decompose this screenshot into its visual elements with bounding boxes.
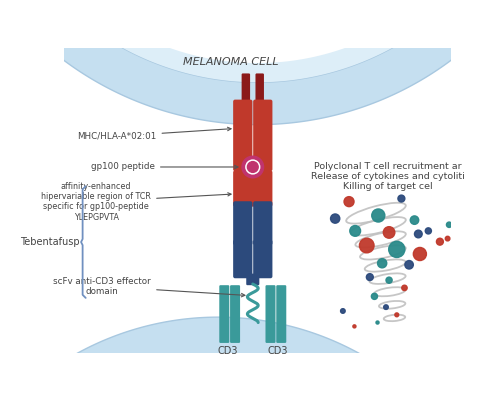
- Circle shape: [384, 305, 388, 309]
- FancyBboxPatch shape: [253, 201, 273, 245]
- Circle shape: [389, 241, 405, 258]
- Circle shape: [437, 238, 443, 245]
- FancyBboxPatch shape: [253, 240, 273, 278]
- Circle shape: [246, 160, 260, 174]
- Circle shape: [372, 209, 385, 222]
- Circle shape: [344, 197, 354, 207]
- FancyBboxPatch shape: [266, 285, 276, 343]
- FancyBboxPatch shape: [233, 201, 253, 245]
- FancyBboxPatch shape: [276, 285, 286, 343]
- Circle shape: [360, 238, 374, 253]
- Text: gp100 peptide: gp100 peptide: [91, 162, 238, 172]
- Circle shape: [247, 162, 258, 172]
- Text: Tebentafusp: Tebentafusp: [20, 237, 79, 247]
- Circle shape: [330, 214, 340, 223]
- FancyBboxPatch shape: [241, 73, 250, 108]
- FancyBboxPatch shape: [233, 240, 253, 278]
- FancyBboxPatch shape: [246, 274, 260, 285]
- Circle shape: [395, 313, 399, 317]
- Circle shape: [414, 230, 422, 238]
- Text: scFv anti-CD3 effector
domain: scFv anti-CD3 effector domain: [53, 277, 245, 297]
- Circle shape: [242, 156, 264, 178]
- FancyBboxPatch shape: [230, 285, 240, 343]
- Text: CD3: CD3: [267, 347, 288, 357]
- Circle shape: [402, 285, 407, 291]
- Text: MELANOMA CELL: MELANOMA CELL: [184, 57, 279, 67]
- Circle shape: [350, 225, 361, 236]
- Circle shape: [447, 222, 452, 227]
- Circle shape: [405, 260, 413, 269]
- Polygon shape: [0, 317, 465, 397]
- FancyBboxPatch shape: [256, 73, 264, 108]
- Text: Polyclonal T cell recruitment ar
Release of cytokines and cytoliti
Killing of ta: Polyclonal T cell recruitment ar Release…: [310, 162, 464, 191]
- Text: CD3: CD3: [218, 347, 238, 357]
- Circle shape: [383, 227, 395, 238]
- Circle shape: [445, 236, 450, 241]
- FancyBboxPatch shape: [233, 170, 273, 207]
- Circle shape: [413, 247, 427, 260]
- Polygon shape: [20, 0, 495, 82]
- Circle shape: [341, 309, 345, 313]
- FancyBboxPatch shape: [219, 285, 229, 343]
- Text: MHC/HLA-A*02:01: MHC/HLA-A*02:01: [77, 127, 231, 141]
- Circle shape: [353, 325, 356, 328]
- Circle shape: [410, 216, 418, 224]
- Text: affinity-enhanced
hipervariable region of TCR
specific for gp100-peptide
YLEPGPV: affinity-enhanced hipervariable region o…: [41, 181, 231, 222]
- Circle shape: [366, 274, 373, 281]
- Circle shape: [425, 228, 432, 234]
- Circle shape: [398, 195, 405, 202]
- Circle shape: [376, 321, 379, 324]
- FancyBboxPatch shape: [233, 100, 253, 171]
- Circle shape: [371, 293, 378, 299]
- Polygon shape: [0, 0, 503, 125]
- Circle shape: [386, 277, 392, 283]
- FancyBboxPatch shape: [253, 100, 273, 171]
- Circle shape: [378, 258, 387, 268]
- Polygon shape: [4, 356, 433, 397]
